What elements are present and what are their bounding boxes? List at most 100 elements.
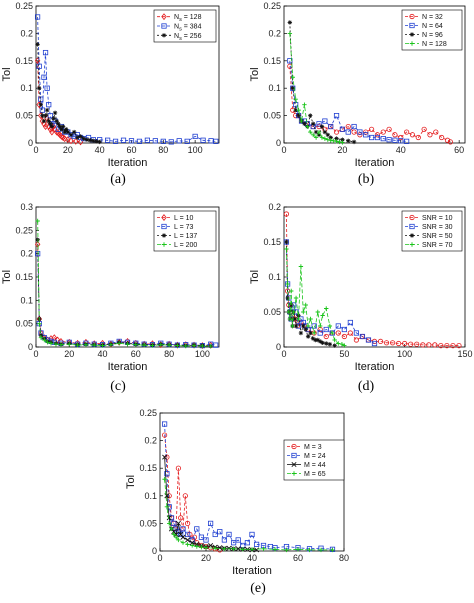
data-point [45,340,50,345]
x-tick-label: 80 [164,349,174,359]
data-point [368,126,375,132]
data-point [316,129,322,135]
data-point [180,540,186,545]
data-point [320,313,325,318]
data-point [330,330,335,336]
data-point [285,295,290,301]
data-point [308,129,313,135]
x-axis-title: Iteration [232,565,272,577]
data-point [353,330,360,336]
data-point [389,340,396,346]
data-point [199,544,204,550]
legend-marker [291,461,297,468]
data-point [290,75,295,80]
data-point [392,132,398,138]
legend-label: SNR = 10 [422,215,453,222]
legend-label: Ns = 256 [174,33,202,42]
panel-caption: (a) [110,172,126,187]
y-tick-label: 0.1 [20,83,33,93]
data-point [176,138,182,144]
data-point [217,529,223,535]
legend-marker [291,471,297,476]
legend: L = 10 L = 73 L = 137 L = 200 [153,210,217,252]
data-point [332,337,337,343]
data-point [133,342,139,347]
data-point [313,135,319,140]
data-point [284,239,289,245]
data-point [456,342,462,349]
data-point [128,138,135,144]
data-point [296,113,301,118]
data-point [43,113,48,118]
y-tick-label: 0 [152,546,157,556]
x-tick-label: 20 [63,145,73,155]
data-point [185,542,190,547]
data-point [198,534,204,540]
series-4 [162,477,335,553]
data-point [240,547,245,552]
y-tick-label: 0.05 [263,111,281,121]
x-tick-label: 150 [457,349,472,359]
data-point [36,63,42,69]
data-point [81,136,86,141]
data-point [305,323,311,329]
data-point [315,309,320,315]
data-point [194,526,200,532]
data-point [374,132,381,138]
data-point [166,342,172,348]
legend-label: Ns = 128 [174,14,202,23]
data-point [208,343,213,349]
x-tick-label: 100 [195,349,210,359]
x-tick-label: 60 [293,553,303,563]
data-point [365,337,372,343]
x-tick-label: 40 [98,349,108,359]
x-axis-title: Iteration [355,361,395,373]
chart-panel-2: 0 20 40 60 0 0.05 0.1 0.15 0.2 0.25 Iteration Tol (b… [249,1,466,187]
data-point [311,330,317,336]
data-point [450,342,456,349]
data-point [408,341,414,347]
x-tick-label: 0 [281,349,286,359]
data-point [49,124,55,129]
data-point [396,340,402,347]
data-point [84,137,90,142]
data-point [322,118,328,124]
panel-caption: (b) [358,172,375,187]
data-point [322,136,328,141]
data-point [244,540,250,546]
legend-label: SNR = 30 [422,224,453,231]
data-point [180,534,186,540]
data-point [325,132,330,137]
data-point [409,132,416,138]
y-tick-label: 0.2 [268,28,281,38]
data-point [207,520,214,527]
y-tick-label: 0 [28,342,33,352]
data-point [313,337,318,343]
y-tick-label: 0 [276,138,281,148]
data-point [335,330,341,336]
data-point [105,137,111,143]
data-point [301,323,306,329]
data-point [47,113,53,119]
data-point [363,129,369,135]
data-point [200,343,205,349]
data-point [144,137,150,143]
data-point [213,138,219,144]
data-point [415,134,421,141]
data-point [293,96,298,102]
series-1 [34,57,84,146]
data-point [315,337,320,343]
data-point [75,342,80,348]
data-point [75,135,80,140]
data-point [310,121,316,127]
data-point [444,137,451,143]
data-point [176,537,181,543]
data-point [217,545,223,551]
data-point [58,342,64,347]
data-point [41,120,47,128]
data-point [34,14,41,20]
data-point [302,102,307,107]
data-point [420,342,426,348]
data-point [319,124,325,129]
data-point [444,342,450,349]
